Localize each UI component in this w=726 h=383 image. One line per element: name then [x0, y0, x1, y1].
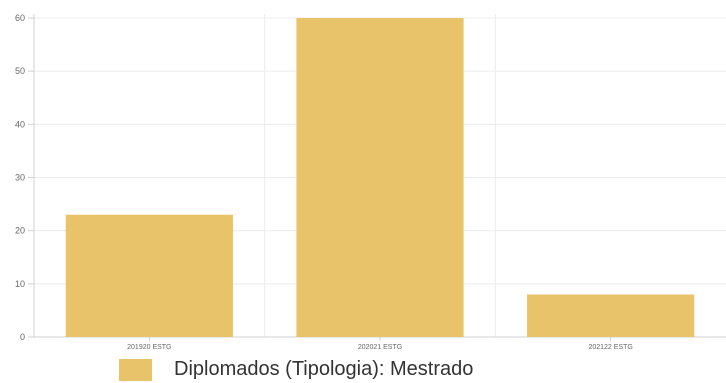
y-tick-label: 0 — [20, 332, 25, 342]
x-tick-label: 202021 ESTG — [358, 344, 402, 350]
y-tick-label: 20 — [15, 226, 25, 236]
y-tick-label: 40 — [15, 119, 25, 129]
y-tick-labels: 0 10 20 30 40 50 60 — [15, 13, 25, 342]
legend-swatch — [119, 358, 152, 381]
legend[interactable]: Diplomados (Tipologia): Mestrado — [119, 356, 473, 383]
x-tick-label: 201920 ESTG — [127, 344, 171, 350]
bars — [65, 18, 695, 337]
bar-chart: 0 10 20 30 40 50 60 201920 ESTG 202021 ESTG 2021… — [15, 13, 726, 350]
legend-label: Diplomados (Tipologia): Mestrado — [174, 358, 474, 380]
bar — [296, 18, 464, 337]
y-tick-label: 60 — [15, 13, 25, 23]
bar — [65, 214, 233, 337]
x-tick-labels: 201920 ESTG 202021 ESTG 202122 ESTG — [127, 344, 633, 350]
x-tick-label: 202122 ESTG — [588, 344, 632, 350]
bar — [527, 294, 695, 337]
y-tick-label: 30 — [15, 173, 25, 183]
y-tick-label: 10 — [15, 279, 25, 289]
y-tick-label: 50 — [15, 66, 25, 76]
